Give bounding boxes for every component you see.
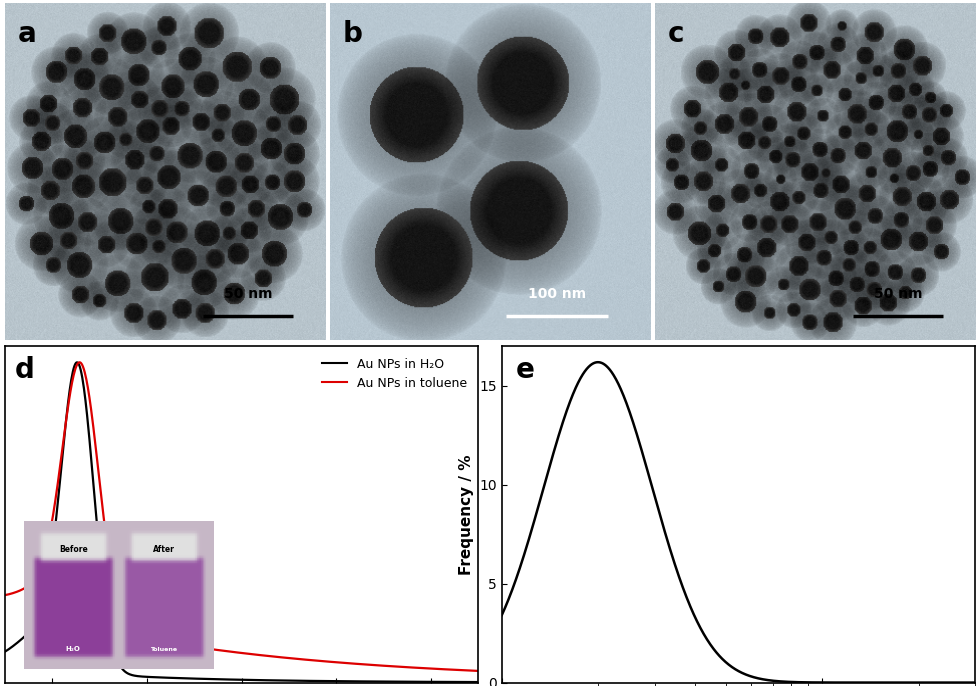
Text: d: d [15, 357, 34, 384]
Y-axis label: Frequency / %: Frequency / % [459, 454, 473, 575]
Legend: Au NPs in H₂O, Au NPs in toluene: Au NPs in H₂O, Au NPs in toluene [317, 353, 472, 395]
Text: 50 nm: 50 nm [874, 287, 922, 301]
Text: a: a [18, 21, 36, 48]
Text: c: c [667, 21, 684, 48]
Text: b: b [343, 21, 363, 48]
Text: e: e [516, 357, 535, 384]
Text: 50 nm: 50 nm [224, 287, 272, 301]
Text: 100 nm: 100 nm [528, 287, 586, 301]
